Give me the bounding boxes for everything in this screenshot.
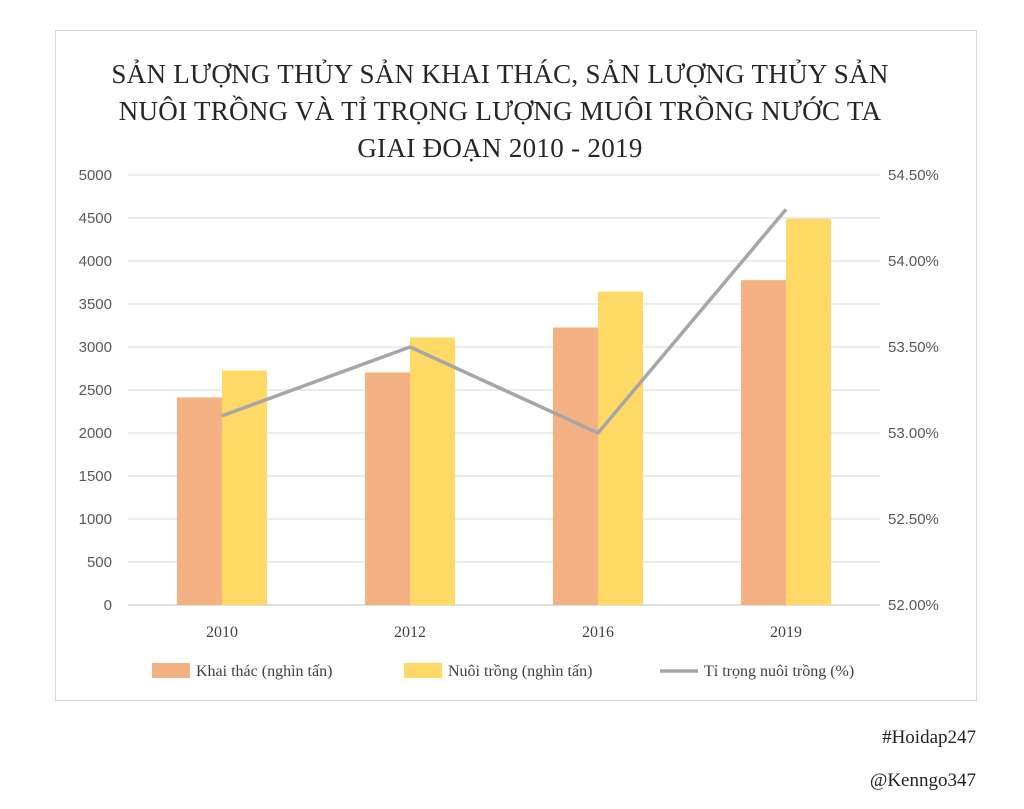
author-credit: @Kenngo347 bbox=[869, 770, 976, 791]
category-label: 2010 bbox=[206, 624, 238, 641]
legend-label: Nuôi trồng (nghìn tấn) bbox=[448, 663, 592, 680]
left-tick-label: 5000 bbox=[79, 167, 112, 184]
right-tick-label: 53.00% bbox=[888, 425, 939, 442]
left-tick-label: 4000 bbox=[79, 253, 112, 270]
legend-swatch bbox=[152, 663, 190, 678]
bar-khai-thac bbox=[365, 372, 410, 605]
category-label: 2019 bbox=[770, 624, 802, 641]
bar-khai-thac bbox=[553, 327, 598, 605]
legend-label: Khai thác (nghìn tấn) bbox=[196, 663, 332, 680]
right-tick-label: 52.50% bbox=[888, 511, 939, 528]
left-tick-label: 3000 bbox=[79, 339, 112, 356]
left-tick-label: 1000 bbox=[79, 511, 112, 528]
legend: Khai thác (nghìn tấn) Nuôi trồng (nghìn t… bbox=[152, 663, 854, 680]
right-tick-label: 54.50% bbox=[888, 167, 939, 184]
category-label: 2012 bbox=[394, 624, 426, 641]
left-tick-label: 2000 bbox=[79, 425, 112, 442]
left-tick-label: 1500 bbox=[79, 468, 112, 485]
legend-swatch bbox=[404, 663, 442, 678]
bar-nuoi-trong bbox=[222, 370, 267, 605]
bar-nuoi-trong bbox=[410, 337, 455, 605]
ratio-line bbox=[221, 208, 788, 435]
right-tick-label: 52.00% bbox=[888, 597, 939, 614]
ratio-line-layer bbox=[221, 208, 788, 435]
left-tick-label: 0 bbox=[104, 597, 112, 614]
left-axis-ticks: 0 500 1000 1500 2000 2500 3000 3500 4000 4500 5000 bbox=[79, 167, 112, 614]
bars bbox=[177, 218, 831, 606]
left-tick-label: 500 bbox=[87, 554, 112, 571]
category-labels: 2010 2012 2016 2019 bbox=[206, 624, 802, 641]
left-tick-label: 3500 bbox=[79, 296, 112, 313]
right-tick-label: 53.50% bbox=[888, 339, 939, 356]
bar-khai-thac bbox=[741, 280, 786, 605]
right-axis-ticks: 52.00% 52.50% 53.00% 53.50% 54.00% 54.50% bbox=[888, 167, 939, 614]
hashtag-credit: #Hoidap247 bbox=[882, 727, 976, 748]
category-label: 2016 bbox=[582, 624, 614, 641]
right-tick-label: 54.00% bbox=[888, 253, 939, 270]
chart-title: SẢN LƯỢNG THỦY SẢN KHAI THÁC, SẢN LƯỢNG … bbox=[111, 59, 889, 163]
bar-nuoi-trong bbox=[786, 218, 831, 606]
left-tick-label: 2500 bbox=[79, 382, 112, 399]
bar-nuoi-trong bbox=[598, 291, 643, 605]
legend-label: Tỉ trọng nuôi trồng (%) bbox=[704, 663, 854, 680]
bar-khai-thac bbox=[177, 397, 222, 605]
left-tick-label: 4500 bbox=[79, 210, 112, 227]
